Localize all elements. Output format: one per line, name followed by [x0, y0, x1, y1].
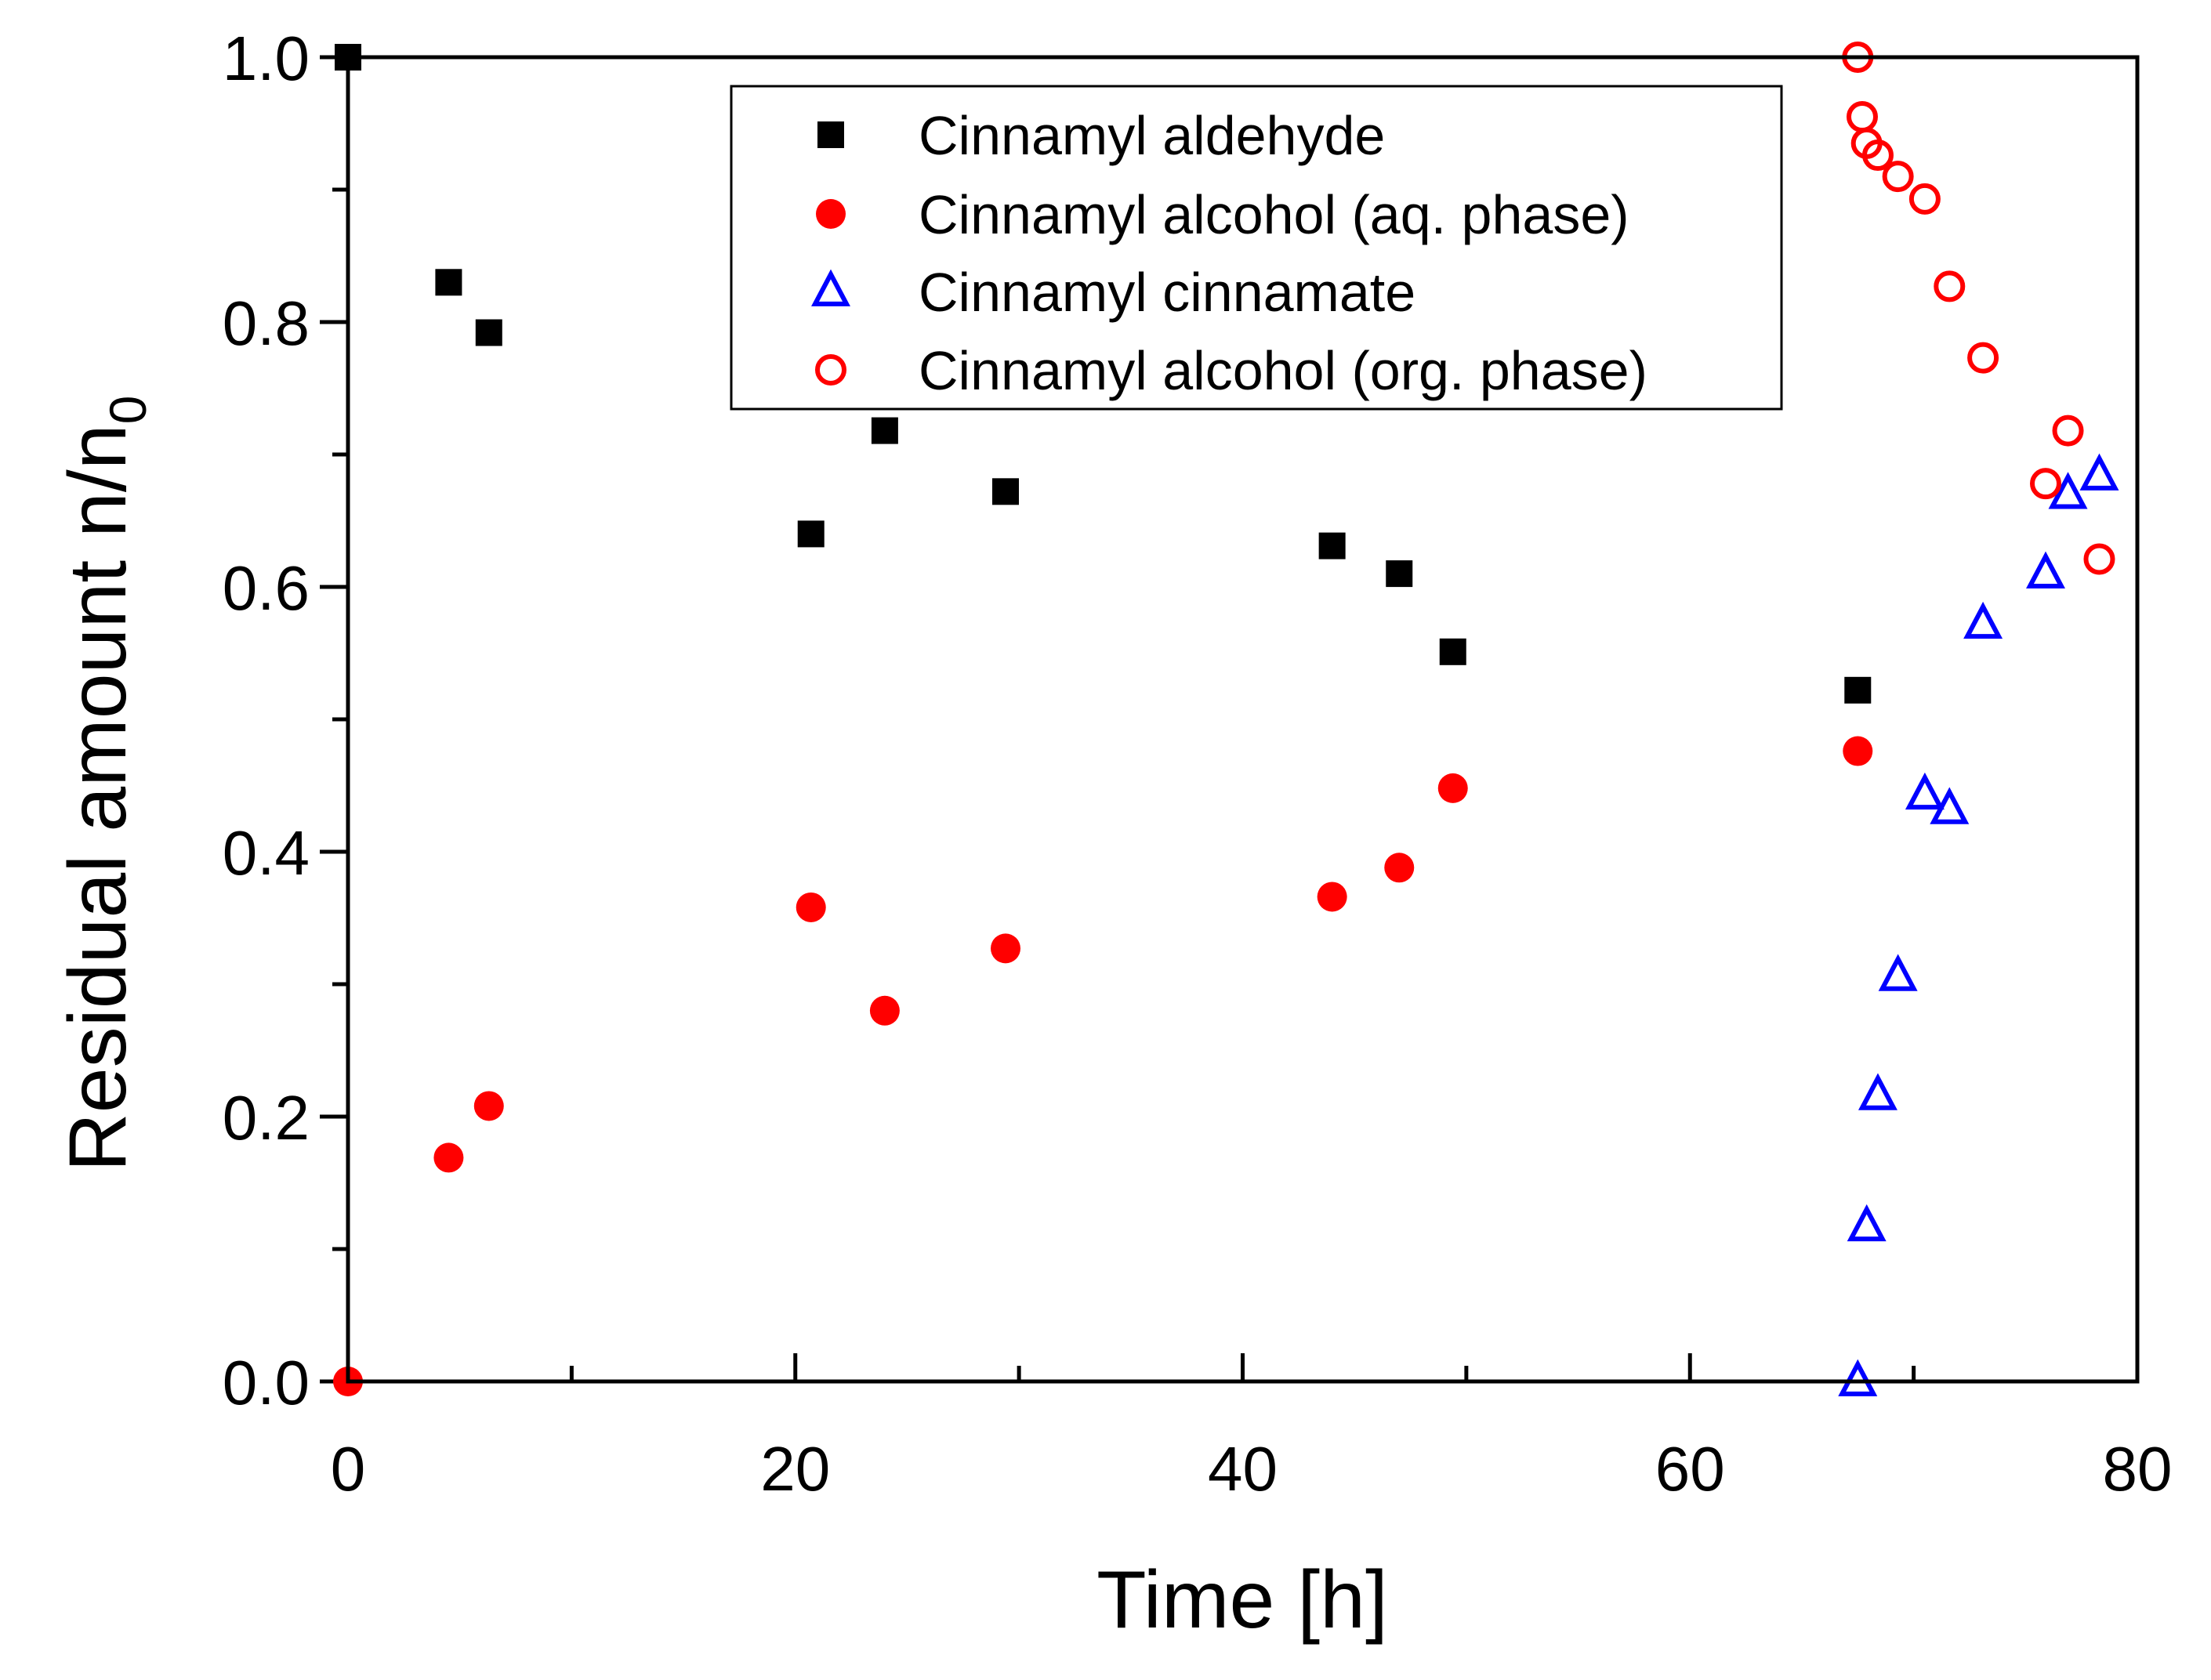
data-points — [333, 42, 2119, 1396]
data-point — [992, 478, 1020, 505]
data-point — [1905, 772, 1945, 810]
data-point — [473, 1091, 504, 1121]
legend-label: Cinnamyl cinnamate — [919, 262, 1415, 323]
data-point — [1843, 736, 1873, 766]
data-point — [797, 520, 825, 548]
x-tick-label: 60 — [1655, 1434, 1725, 1504]
data-point — [1967, 342, 1999, 374]
legend-marker — [815, 354, 846, 386]
series-1 — [335, 44, 1872, 704]
data-point — [475, 319, 502, 346]
legend-label: Cinnamyl alcohol (org. phase) — [919, 340, 1647, 401]
data-point — [2083, 543, 2115, 575]
data-point — [1838, 1359, 1878, 1396]
data-point — [1386, 560, 1413, 588]
y-tick-label: 0.2 — [223, 1083, 310, 1153]
data-point — [2026, 551, 2065, 588]
data-point — [1318, 532, 1346, 559]
legend-marker — [816, 199, 846, 229]
legend-marker — [817, 121, 844, 148]
y-axis-title: Residual amount n/n0 — [53, 396, 157, 1172]
data-point — [1437, 773, 1468, 803]
data-point — [1934, 270, 1966, 302]
data-point — [1963, 601, 2003, 639]
series-3 — [1838, 453, 2119, 1396]
data-point — [1878, 954, 1918, 991]
legend-label: Cinnamyl alcohol (aq. phase) — [919, 184, 1629, 245]
data-point — [2079, 453, 2119, 491]
y-axis-title-main: Residual amount n/n — [53, 424, 143, 1171]
x-tick-label: 80 — [2103, 1434, 2173, 1504]
data-point — [2048, 472, 2088, 509]
legend-items: Cinnamyl aldehyde Cinnamyl alcohol (aq. p… — [811, 105, 1647, 401]
data-point — [2052, 415, 2084, 447]
data-point — [433, 1142, 464, 1173]
x-tick-label: 0 — [331, 1434, 366, 1504]
data-point — [1908, 183, 1941, 215]
data-point — [1844, 676, 1872, 704]
data-point — [435, 269, 462, 296]
x-tick-label: 20 — [760, 1434, 830, 1504]
legend-marker — [811, 269, 850, 306]
tick-labels: 0 20 40 60 80 0.0 0.2 0.4 0.6 0.8 1.0 — [223, 24, 2173, 1504]
y-tick-label: 0.0 — [223, 1348, 310, 1418]
y-tick-label: 0.8 — [223, 288, 310, 358]
series-4 — [1842, 42, 2115, 575]
y-tick-label: 0.4 — [223, 818, 310, 888]
data-point — [796, 892, 826, 922]
data-point — [1858, 1073, 1897, 1110]
y-tick-label: 1.0 — [223, 24, 310, 93]
y-tick-label: 0.6 — [223, 553, 310, 623]
data-point — [1930, 787, 1970, 824]
legend: Cinnamyl aldehyde Cinnamyl alcohol (aq. p… — [730, 85, 1783, 411]
data-point — [1384, 853, 1415, 883]
data-point — [1317, 882, 1347, 912]
data-point — [1847, 1204, 1887, 1242]
legend-label: Cinnamyl aldehyde — [919, 105, 1385, 166]
legend-box — [730, 85, 1783, 411]
x-tick-label: 40 — [1208, 1434, 1278, 1504]
series-2 — [333, 736, 1873, 1396]
data-point — [869, 995, 900, 1026]
x-axis-title: Time [h] — [1096, 1555, 1388, 1646]
data-point — [1439, 638, 1466, 665]
plot-frame — [346, 55, 2140, 1384]
data-point — [2029, 468, 2061, 500]
y-axis-title-subscript: 0 — [99, 396, 157, 425]
data-point — [991, 933, 1021, 964]
data-point — [1861, 139, 1894, 172]
data-point — [1882, 161, 1914, 193]
data-point — [871, 417, 898, 444]
